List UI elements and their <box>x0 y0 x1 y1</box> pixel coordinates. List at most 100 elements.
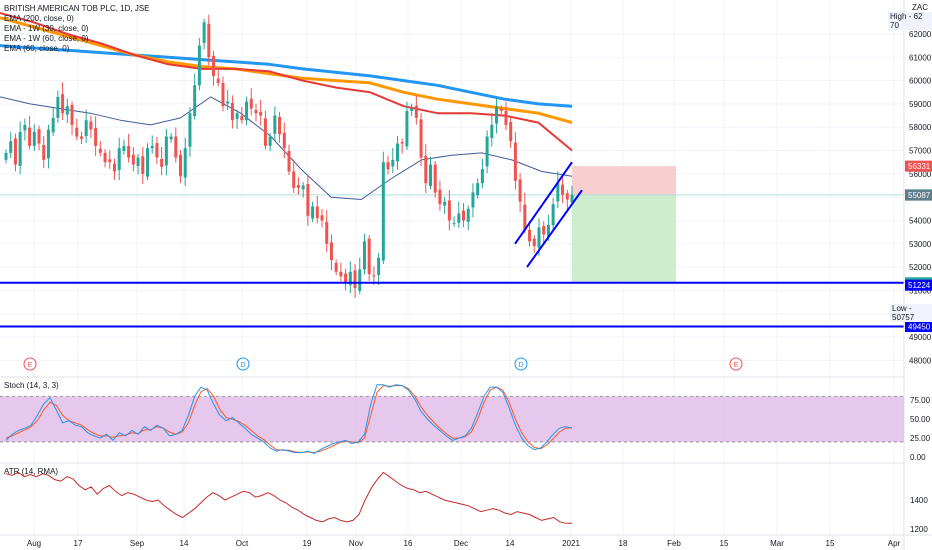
candle-body <box>259 111 263 116</box>
candle-body <box>164 136 168 166</box>
time-tick-label: Dec <box>454 539 468 548</box>
candle-body <box>268 136 272 146</box>
candle-body <box>499 109 503 111</box>
position-zones <box>0 166 904 283</box>
stoch-tick-label: 75.00 <box>910 396 931 405</box>
candle-body <box>94 128 98 146</box>
candle-body <box>150 145 154 149</box>
candle-body <box>221 82 225 107</box>
candle-body <box>513 142 517 181</box>
candle-body <box>13 138 17 165</box>
legend-ema60[interactable]: EMA (60, close, 0) <box>4 44 70 53</box>
price-tag-label: 55087 <box>908 191 931 200</box>
time-axis[interactable]: Aug 17 Sep 14 Oct 19 Nov 16 Dec 14 2021 18 Feb 15 Mar 1… <box>27 539 901 548</box>
price-tag-bg <box>905 160 932 172</box>
legend-ema-1w-30[interactable]: EMA - 1W (30, close, 0) <box>4 24 89 33</box>
candle-body <box>146 148 149 177</box>
atr-pane <box>5 471 572 524</box>
candle-body <box>325 221 329 244</box>
candle-body <box>98 148 102 153</box>
legend-main: BRITISH AMERICAN TOB PLC, 1D, JSE EMA (2… <box>4 4 150 54</box>
price-tick-label: 62000 <box>909 30 932 39</box>
candle-body <box>287 151 291 172</box>
price-tick-label: 54000 <box>909 216 932 225</box>
candle-body <box>339 271 343 277</box>
candle-body <box>362 241 366 270</box>
candle-body <box>311 206 315 219</box>
price-tick-label: 52000 <box>909 263 932 272</box>
candle-body <box>377 257 381 276</box>
candle-body <box>414 105 418 118</box>
candle-body <box>546 225 550 238</box>
time-tick-label: 16 <box>404 539 413 548</box>
earnings-event-icon <box>23 357 37 371</box>
legend-stoch[interactable]: Stoch (14, 3, 3) <box>4 381 59 390</box>
candle-body <box>296 185 300 188</box>
candle-body <box>273 115 277 134</box>
candle-body <box>183 148 187 178</box>
event-letter: E <box>734 362 739 369</box>
legend-ema200[interactable]: EMA (200, close, 0) <box>4 14 74 23</box>
candle-body <box>523 204 527 230</box>
candle-body <box>122 145 126 152</box>
candle-body <box>70 104 74 125</box>
time-tick-label: Oct <box>236 539 249 548</box>
candle-body <box>410 108 414 111</box>
high-value: 62 70 <box>890 12 923 30</box>
candle-body <box>532 238 536 247</box>
time-tick-label: Nov <box>349 539 363 548</box>
candle-body <box>405 110 409 147</box>
support-lines <box>0 281 904 328</box>
candle-body <box>320 215 324 221</box>
stoch-tick-label: 0.00 <box>910 453 926 462</box>
candle-body <box>570 194 574 203</box>
candle-body <box>542 226 546 235</box>
high-label: High <box>890 12 907 21</box>
candle-body <box>372 275 376 277</box>
time-tick-label: Feb <box>667 539 681 548</box>
candle-body <box>462 210 466 221</box>
dividend-event-icon <box>514 357 528 371</box>
price-axis[interactable]: 4800049000500005100052000530005400055000… <box>909 30 932 534</box>
candle-body <box>28 127 32 146</box>
candle-body <box>424 156 428 184</box>
symbol-title[interactable]: BRITISH AMERICAN TOB PLC, 1D, JSE <box>4 4 150 13</box>
price-tick-label: 59000 <box>909 100 932 109</box>
price-tags: 563315510055087513265122449450 <box>905 160 932 333</box>
candle-body <box>188 113 192 147</box>
price-tick-label: 60000 <box>909 77 932 86</box>
candle-body <box>551 204 555 226</box>
earnings-event-icon <box>729 357 743 371</box>
candle-body <box>112 163 116 172</box>
candle-body <box>452 222 456 224</box>
stoch-tick-label: 50.00 <box>910 415 931 424</box>
candle-body <box>56 96 60 118</box>
candle-body <box>61 94 65 114</box>
atr-tick-label: 1400 <box>910 496 928 505</box>
time-tick-label: 2021 <box>562 539 580 548</box>
candle-body <box>528 229 532 242</box>
candle-body <box>65 106 69 115</box>
candle-body <box>254 109 258 114</box>
candle-body <box>240 116 244 121</box>
candle-body <box>103 152 107 163</box>
candle-body <box>395 143 399 162</box>
stoch-line <box>5 385 573 454</box>
take-profit-zone <box>572 194 676 283</box>
price-tag-label: 51224 <box>908 281 931 290</box>
candle-body <box>212 55 216 76</box>
candle-body <box>429 164 432 186</box>
candle-body <box>207 23 211 58</box>
legend-ema-1w-60[interactable]: EMA - 1W (60, close, 0) <box>4 34 89 43</box>
stoch-line <box>5 384 573 454</box>
low-marker: Low - 50757 <box>890 304 932 322</box>
candle-body <box>495 106 499 124</box>
candle-body <box>141 156 145 174</box>
time-tick-label: 14 <box>506 539 515 548</box>
price-tag-bg <box>905 279 932 291</box>
candle-body <box>179 154 183 177</box>
legend-atr[interactable]: ATR (14, RMA) <box>4 467 59 476</box>
time-tick-label: Apr <box>888 539 901 548</box>
event-letter: D <box>240 362 245 369</box>
